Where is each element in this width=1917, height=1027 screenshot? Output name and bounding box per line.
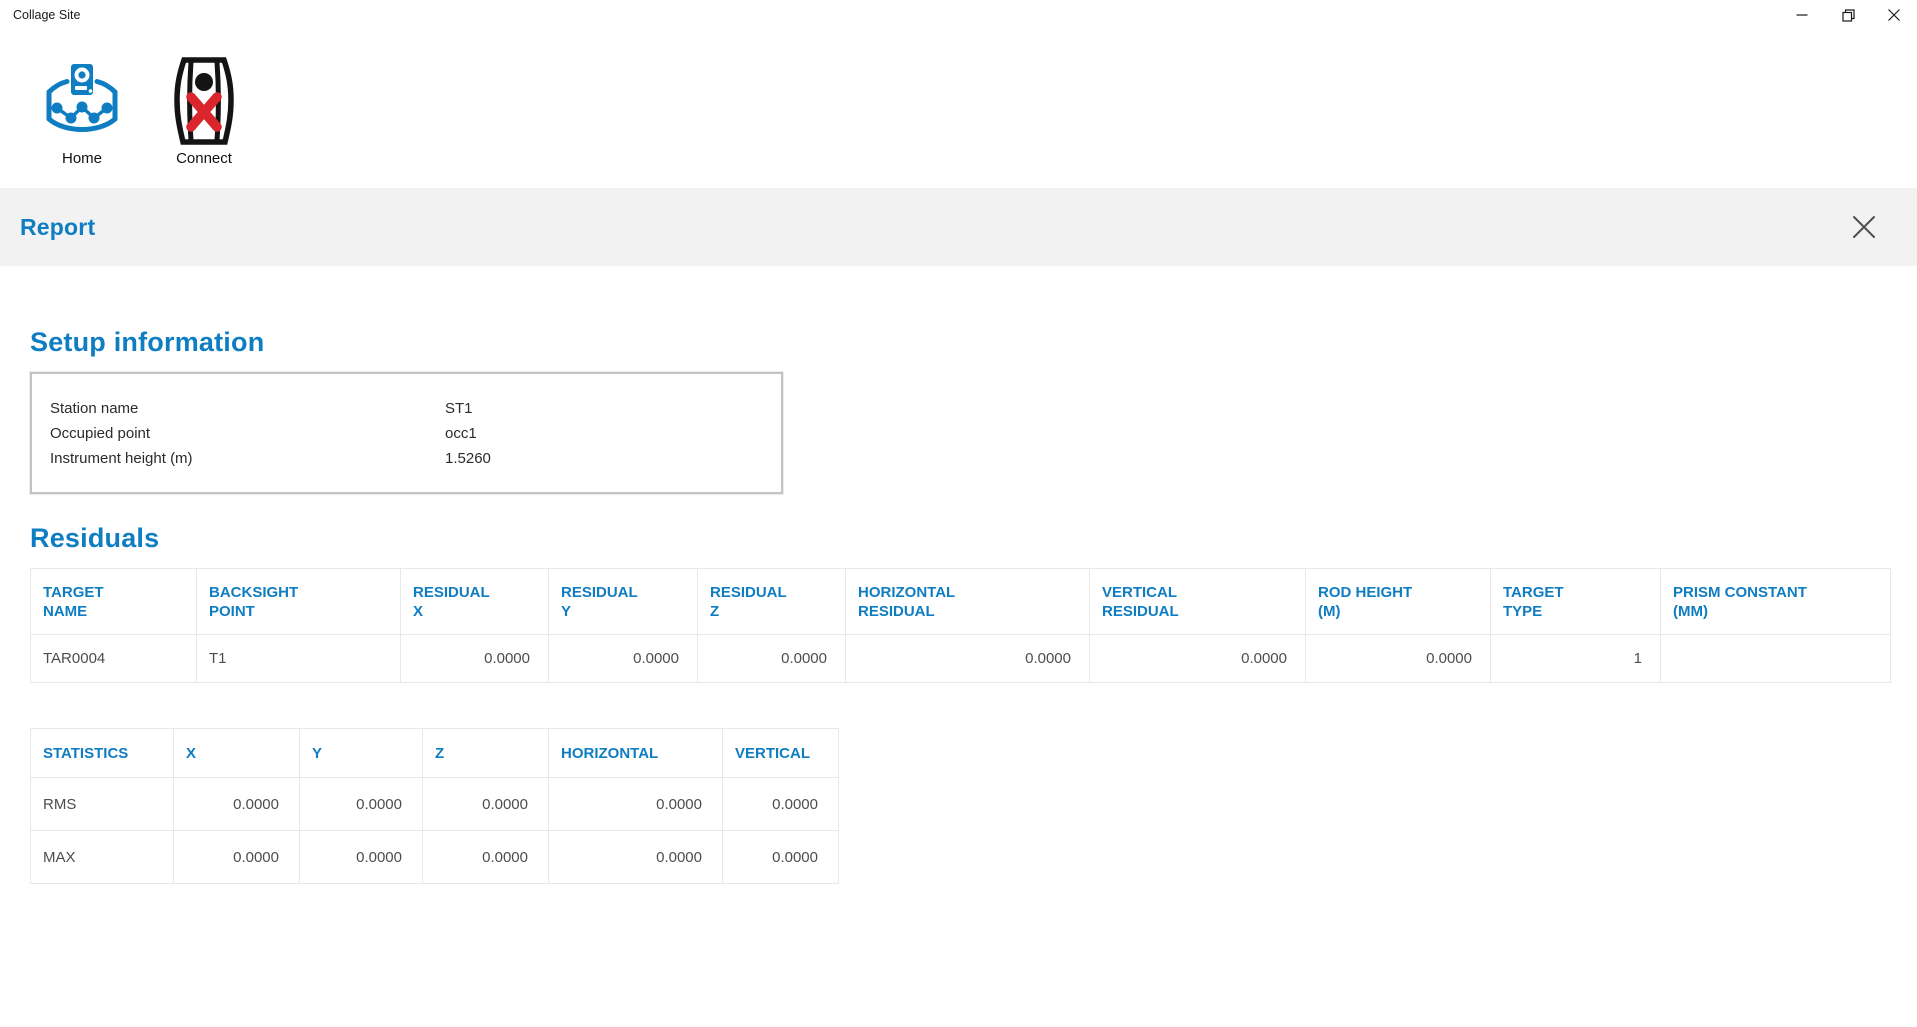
col-header-line: RESIDUAL bbox=[413, 584, 490, 601]
col-header-residual-x: RESIDUAL X bbox=[400, 568, 549, 635]
setup-field-value: ST1 bbox=[445, 400, 473, 417]
col-header-statistics: STATISTICS bbox=[30, 728, 174, 778]
setup-field-row: Instrument height (m) 1.5260 bbox=[50, 446, 781, 471]
cell-backsight-point: T1 bbox=[196, 634, 401, 683]
col-header-target-type: TARGET TYPE bbox=[1490, 568, 1661, 635]
total-station-network-icon bbox=[40, 57, 124, 147]
col-header-line: VERTICAL bbox=[1102, 584, 1177, 601]
statistics-max-row: MAX 0.0000 0.0000 0.0000 0.0000 0.0000 bbox=[30, 830, 839, 884]
col-header-line: TYPE bbox=[1503, 603, 1543, 620]
cell-target-type: 1 bbox=[1490, 634, 1661, 683]
col-header-horizontal: HORIZONTAL bbox=[548, 728, 723, 778]
col-header-line: X bbox=[413, 603, 424, 620]
window-title: Collage Site bbox=[13, 8, 81, 22]
window-controls bbox=[1779, 0, 1917, 30]
col-header-line: (M) bbox=[1318, 603, 1341, 620]
col-header-line: ROD HEIGHT bbox=[1318, 584, 1413, 601]
col-header-line: TARGET bbox=[43, 584, 104, 601]
report-content: Setup information Station name ST1 Occup… bbox=[0, 326, 1917, 884]
col-header-line: Y bbox=[561, 603, 572, 620]
col-header-y: Y bbox=[299, 728, 423, 778]
cell-stat-vertical: 0.0000 bbox=[722, 777, 839, 831]
statistics-header-row: STATISTICS X Y Z HORIZONTAL VERTICAL bbox=[30, 728, 839, 778]
cell-stat-horizontal: 0.0000 bbox=[548, 830, 723, 884]
minimize-button[interactable] bbox=[1779, 0, 1825, 30]
minimize-icon bbox=[1796, 14, 1808, 16]
cell-stat-horizontal: 0.0000 bbox=[548, 777, 723, 831]
col-header-rod-height: ROD HEIGHT (M) bbox=[1305, 568, 1491, 635]
cell-residual-z: 0.0000 bbox=[697, 634, 846, 683]
cell-horizontal-residual: 0.0000 bbox=[845, 634, 1090, 683]
col-header-residual-y: RESIDUAL Y bbox=[548, 568, 698, 635]
home-button-label: Home bbox=[61, 150, 102, 167]
cell-vertical-residual: 0.0000 bbox=[1089, 634, 1306, 683]
total-station-disconnected-icon bbox=[170, 57, 238, 147]
residuals-heading: Residuals bbox=[30, 523, 160, 553]
col-header-line: PRISM CONSTANT bbox=[1673, 584, 1807, 601]
col-header-line: BACKSIGHT bbox=[209, 584, 299, 601]
residuals-header-row: TARGET NAME BACKSIGHT POINT RESIDUAL X R… bbox=[30, 568, 1891, 635]
close-icon bbox=[1888, 9, 1900, 21]
cell-stat-z: 0.0000 bbox=[422, 777, 549, 831]
col-header-line: RESIDUAL bbox=[561, 584, 638, 601]
col-header-x: X bbox=[173, 728, 300, 778]
cell-stat-label: MAX bbox=[30, 830, 174, 884]
app-window: Collage Site bbox=[0, 0, 1917, 884]
setup-field-label: Occupied point bbox=[50, 425, 151, 442]
cell-stat-x: 0.0000 bbox=[173, 777, 300, 831]
cell-stat-y: 0.0000 bbox=[299, 830, 423, 884]
setup-information-heading: Setup information bbox=[30, 327, 265, 357]
report-title: Report bbox=[20, 213, 96, 240]
cell-stat-z: 0.0000 bbox=[422, 830, 549, 884]
statistics-table: STATISTICS X Y Z HORIZONTAL VERTICAL RMS… bbox=[30, 728, 839, 884]
cell-rod-height: 0.0000 bbox=[1305, 634, 1491, 683]
close-button[interactable] bbox=[1871, 0, 1917, 30]
col-header-line: POINT bbox=[209, 603, 255, 620]
col-header-line: TARGET bbox=[1503, 584, 1564, 601]
restore-button[interactable] bbox=[1825, 0, 1871, 30]
cell-stat-vertical: 0.0000 bbox=[722, 830, 839, 884]
cell-residual-y: 0.0000 bbox=[548, 634, 698, 683]
cell-stat-y: 0.0000 bbox=[299, 777, 423, 831]
col-header-line: RESIDUAL bbox=[710, 584, 787, 601]
connect-button[interactable]: Connect bbox=[156, 57, 252, 168]
setup-field-value: occ1 bbox=[445, 425, 477, 442]
cell-prism-constant bbox=[1660, 634, 1891, 683]
col-header-line: RESIDUAL bbox=[1102, 603, 1179, 620]
cell-target-name: TAR0004 bbox=[30, 634, 197, 683]
col-header-residual-z: RESIDUAL Z bbox=[697, 568, 846, 635]
cell-stat-x: 0.0000 bbox=[173, 830, 300, 884]
col-header-prism-constant: PRISM CONSTANT (MM) bbox=[1660, 568, 1891, 635]
cell-residual-x: 0.0000 bbox=[400, 634, 549, 683]
col-header-vertical: VERTICAL bbox=[722, 728, 839, 778]
setup-field-row: Occupied point occ1 bbox=[50, 421, 781, 446]
col-header-backsight-point: BACKSIGHT POINT bbox=[196, 568, 401, 635]
col-header-line: (MM) bbox=[1673, 603, 1708, 620]
statistics-rms-row: RMS 0.0000 0.0000 0.0000 0.0000 0.0000 bbox=[30, 777, 839, 831]
col-header-line: HORIZONTAL bbox=[858, 584, 956, 601]
report-header-bar: Report bbox=[0, 188, 1917, 266]
setup-information-box: Station name ST1 Occupied point occ1 Ins… bbox=[29, 371, 784, 495]
residuals-data-row: TAR0004 T1 0.0000 0.0000 0.0000 0.0000 0… bbox=[30, 634, 1891, 683]
col-header-line: NAME bbox=[43, 603, 88, 620]
report-close-button[interactable] bbox=[1847, 210, 1881, 244]
col-header-vertical-residual: VERTICAL RESIDUAL bbox=[1089, 568, 1306, 635]
setup-field-value: 1.5260 bbox=[445, 450, 491, 467]
residuals-table: TARGET NAME BACKSIGHT POINT RESIDUAL X R… bbox=[30, 568, 1891, 683]
setup-field-row: Station name ST1 bbox=[50, 396, 781, 421]
restore-icon bbox=[1841, 8, 1855, 22]
col-header-target-name: TARGET NAME bbox=[30, 568, 197, 635]
col-header-horizontal-residual: HORIZONTAL RESIDUAL bbox=[845, 568, 1090, 635]
home-button[interactable]: Home bbox=[34, 57, 130, 168]
col-header-z: Z bbox=[422, 728, 549, 778]
connect-button-label: Connect bbox=[176, 150, 232, 167]
titlebar: Collage Site bbox=[0, 0, 1917, 30]
setup-field-label: Station name bbox=[50, 400, 139, 417]
col-header-line: Z bbox=[710, 603, 720, 620]
close-icon bbox=[1853, 216, 1875, 238]
toolbar: Home Connect bbox=[0, 57, 1917, 168]
col-header-line: RESIDUAL bbox=[858, 603, 935, 620]
cell-stat-label: RMS bbox=[30, 777, 174, 831]
setup-field-label: Instrument height (m) bbox=[50, 450, 193, 467]
